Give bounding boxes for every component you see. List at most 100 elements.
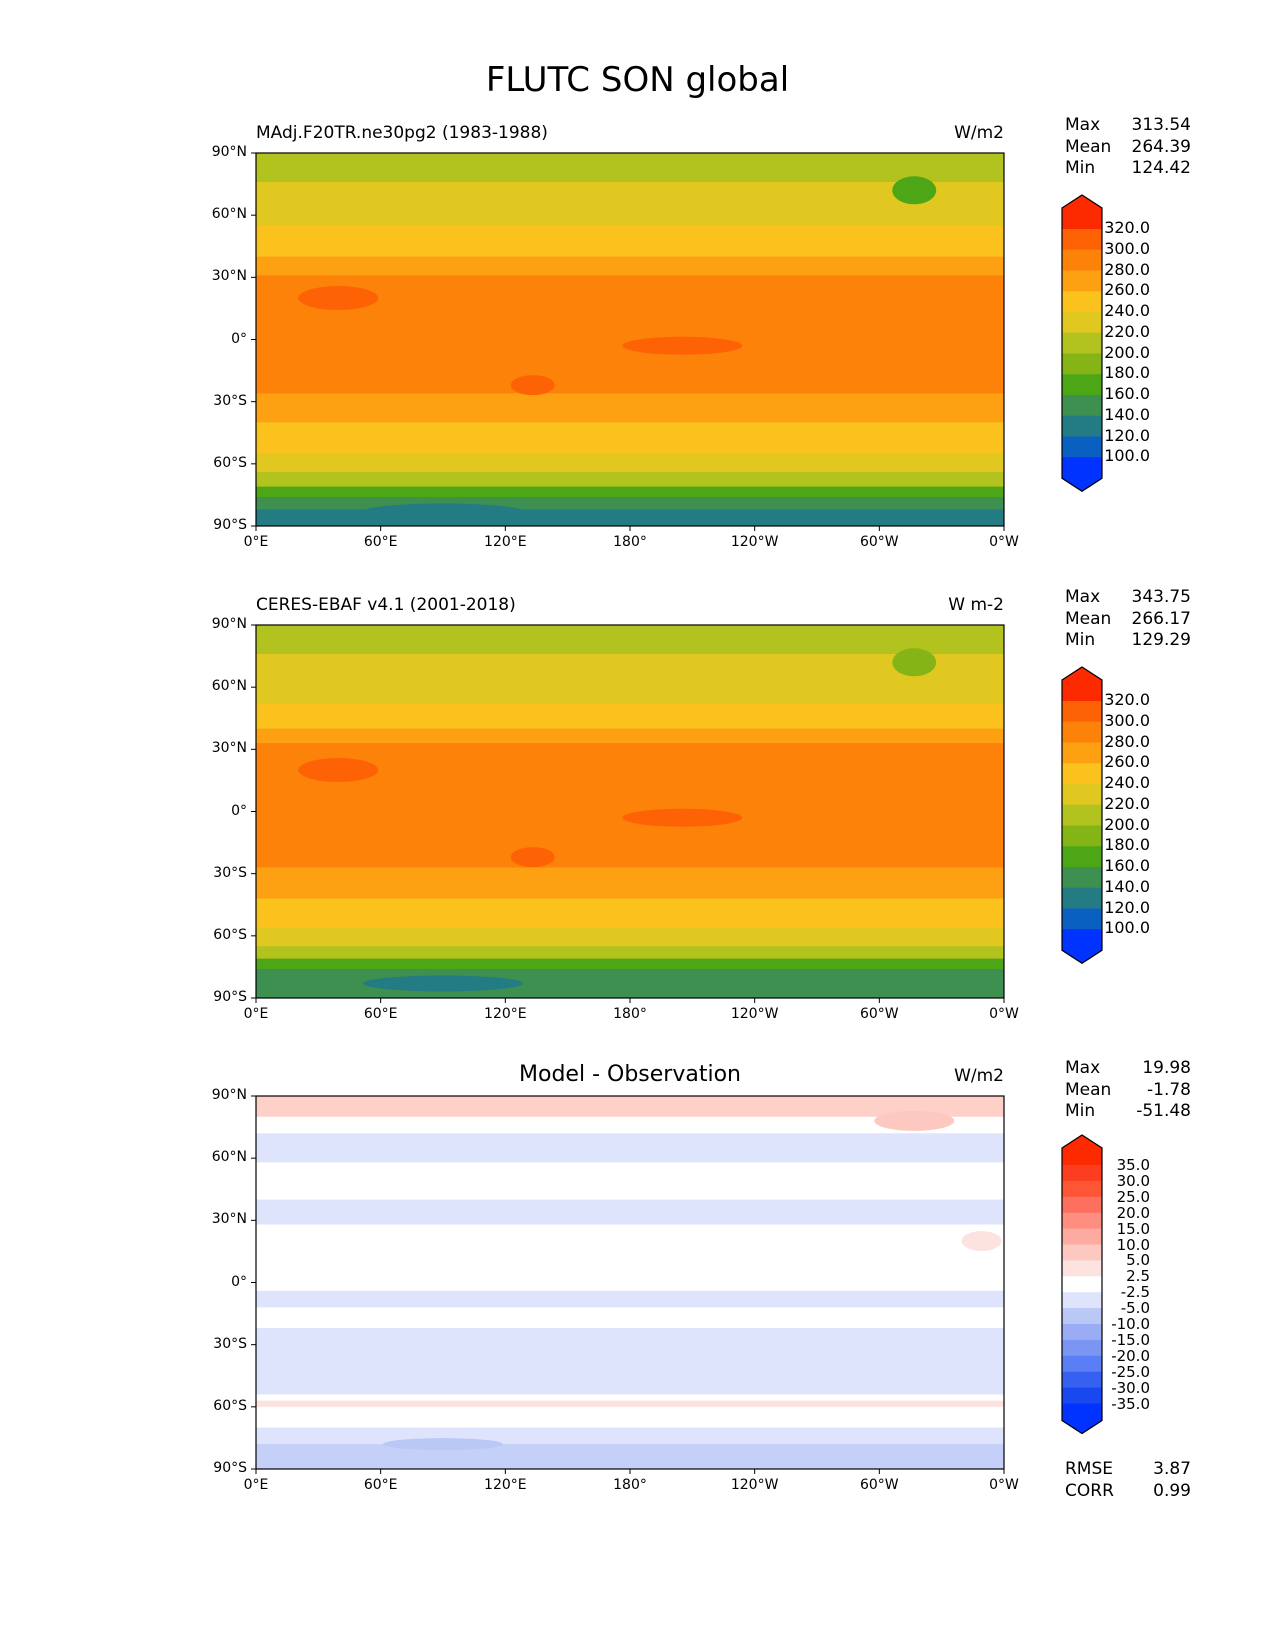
colorbar-bin [1062, 867, 1102, 889]
colorbar-tick-label: 120.0 [1104, 425, 1150, 445]
map-band [256, 1427, 1004, 1445]
map-band [256, 703, 1004, 730]
map-band [256, 654, 1004, 705]
map-band [256, 743, 1004, 868]
y-tick-label: 60°S [213, 1397, 247, 1414]
x-tick-label: 120°E [484, 1477, 527, 1493]
colorbar-tick-label: -5.0 [1120, 1299, 1150, 1318]
map-sahara-arabia [298, 286, 379, 311]
colorbar-tick-label: 280.0 [1104, 259, 1150, 279]
colorbar-tick-label: 100.0 [1104, 918, 1150, 938]
colorbar-bin [1062, 415, 1102, 437]
colorbar-tick-label: 140.0 [1104, 876, 1150, 896]
colorbar-tick-label: 240.0 [1104, 301, 1150, 320]
colorbar-bin [1062, 249, 1102, 271]
map-band [256, 1133, 1004, 1163]
colorbar-tick-label: 180.0 [1104, 363, 1150, 383]
map-antarctica [363, 503, 523, 520]
x-tick-label: 60°E [363, 534, 398, 550]
units-label: W m-2 [948, 595, 1004, 615]
stat-value: 266.17 [1131, 608, 1191, 629]
stat-label: Mean [1065, 608, 1112, 629]
y-tick-label: 30°N [211, 268, 247, 285]
map-band [256, 1116, 1004, 1134]
colorbar-bin [1062, 1228, 1102, 1245]
colorbar-bin [1062, 312, 1102, 334]
map-band [256, 256, 1004, 276]
colorbar-bin [1062, 1260, 1102, 1277]
colorbar-tick-label: 30.0 [1116, 1171, 1150, 1190]
colorbar-tick-label: 220.0 [1104, 321, 1150, 341]
colorbar-bin [1062, 374, 1102, 396]
colorbar-bin [1062, 1371, 1102, 1389]
map-warm-pool [622, 336, 743, 355]
stat-label: RMSE [1065, 1459, 1114, 1479]
map-antarctica [363, 975, 523, 992]
colorbar-tick-label: 20.0 [1116, 1203, 1150, 1222]
map-antarctic-cool [383, 1438, 503, 1451]
x-tick-label: 120°W [730, 534, 779, 550]
stat-value: 343.75 [1131, 587, 1191, 607]
colorbar-tick-label: 220.0 [1104, 793, 1150, 813]
colorbar-bin [1062, 1196, 1102, 1214]
units-label: W/m2 [954, 1066, 1004, 1086]
x-tick-label: 180° [613, 1006, 647, 1022]
stat-value: 19.98 [1142, 1058, 1191, 1078]
colorbar-bin [1062, 825, 1102, 847]
y-tick-label: 90°S [213, 989, 247, 1005]
stat-label: CORR [1065, 1480, 1114, 1501]
panel-title: MAdj.F20TR.ne30pg2 (1983-1988) [256, 123, 548, 143]
colorbar-tick-label: 35.0 [1116, 1156, 1150, 1174]
map-band [256, 946, 1004, 960]
x-tick-label: 60°E [363, 1006, 398, 1022]
x-tick-label: 120°E [484, 534, 527, 550]
colorbar-extend-min [1062, 1403, 1102, 1434]
stat-value: 129.29 [1131, 630, 1191, 650]
map-australia [510, 847, 555, 868]
colorbar-bin [1062, 701, 1102, 723]
colorbar-tick-label: 320.0 [1104, 690, 1150, 709]
x-tick-label: 60°W [859, 1477, 899, 1493]
stat-value: -51.48 [1136, 1101, 1191, 1121]
colorbar-extend-min [1062, 457, 1102, 492]
colorbar-tick-label: 25.0 [1116, 1187, 1150, 1206]
colorbar-tick-label: 180.0 [1104, 835, 1150, 855]
colorbar-tick-label: 200.0 [1104, 342, 1150, 362]
colorbar-bin [1062, 353, 1102, 375]
y-tick-label: 60°N [211, 206, 247, 223]
map-band [256, 867, 1004, 900]
map-band [256, 927, 1004, 947]
colorbar-bin [1062, 784, 1102, 806]
map-band [256, 1400, 1004, 1408]
colorbar-tick-label: -30.0 [1111, 1378, 1150, 1397]
colorbar-bin [1062, 804, 1102, 826]
colorbar-bin [1062, 846, 1102, 868]
colorbar-bin [1062, 1212, 1102, 1230]
colorbar-bin [1062, 229, 1102, 251]
figure-title: FLUTC SON global [485, 60, 790, 100]
stat-value: 264.39 [1131, 136, 1191, 157]
stat-label: Min [1065, 1101, 1096, 1121]
map-band [256, 625, 1004, 655]
colorbar-tick-label: 260.0 [1104, 752, 1150, 772]
map-band [256, 958, 1004, 970]
colorbar-extend-max [1062, 667, 1102, 701]
map-band [256, 453, 1004, 473]
x-tick-label: 180° [613, 1477, 647, 1493]
stat-value: 0.99 [1153, 1480, 1191, 1501]
colorbar-bin [1062, 332, 1102, 354]
y-tick-label: 60°S [213, 926, 247, 943]
map-band [256, 1406, 1004, 1429]
y-tick-label: 0° [231, 1273, 247, 1290]
y-tick-label: 60°S [213, 454, 247, 471]
x-tick-label: 0°W [989, 1477, 1019, 1493]
colorbar-tick-label: 260.0 [1104, 280, 1150, 300]
stat-label: Max [1065, 1058, 1101, 1078]
colorbar-bin [1062, 1180, 1102, 1198]
colorbar-extend-min [1062, 929, 1102, 964]
colorbar-bin [1062, 1244, 1102, 1261]
x-tick-label: 60°E [363, 1477, 398, 1493]
map-band [256, 472, 1004, 488]
stat-value: -1.78 [1147, 1079, 1191, 1100]
map-greenland [892, 176, 937, 205]
